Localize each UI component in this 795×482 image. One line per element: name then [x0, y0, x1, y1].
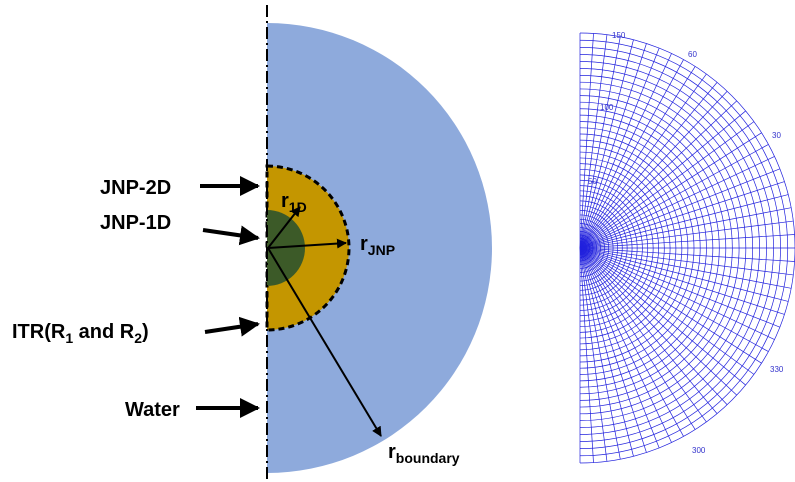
pointer: [205, 324, 258, 332]
mesh-ray: [580, 248, 633, 456]
t: ): [142, 321, 149, 343]
sub: JNP: [368, 242, 395, 258]
t: ITR(R: [12, 321, 66, 343]
sub: 2: [134, 330, 142, 346]
itr-label: ITR(R1 and R2): [12, 321, 149, 346]
page: r1D rJNP rboundary JNP-2D JNP-1D ITR(R1 …: [0, 0, 795, 482]
sub: boundary: [396, 450, 460, 466]
mesh-ray: [580, 111, 746, 248]
angle-label: 60: [688, 50, 697, 59]
angle-label: 30: [772, 131, 781, 140]
rboundary-label: rboundary: [388, 441, 460, 466]
t: and R: [73, 321, 135, 343]
radial-label: 150: [612, 31, 626, 40]
mesh-ray: [580, 195, 788, 248]
mesh-ray: [580, 40, 633, 248]
mesh-ray: [580, 248, 788, 301]
pointer: [203, 230, 258, 238]
mesh-ray: [580, 248, 746, 385]
mesh-ray: [580, 248, 717, 414]
r: r: [388, 441, 396, 463]
sub: 1: [65, 330, 73, 346]
r: r: [281, 190, 289, 212]
jnp2d-label: JNP-2D: [100, 177, 171, 199]
angle-label: 300: [692, 446, 706, 455]
jnp1d-label: JNP-1D: [100, 212, 171, 234]
polar-mesh: 150 100 50 60 30 330 300: [580, 31, 795, 463]
domain-diagram: r1D rJNP rboundary JNP-2D JNP-1D ITR(R1 …: [12, 5, 492, 480]
angle-label: 330: [770, 365, 784, 374]
radial-label: 100: [600, 103, 614, 112]
radial-label: 50: [588, 177, 597, 186]
r: r: [360, 233, 368, 255]
sub: 1D: [289, 199, 307, 215]
water-label: Water: [125, 399, 180, 421]
